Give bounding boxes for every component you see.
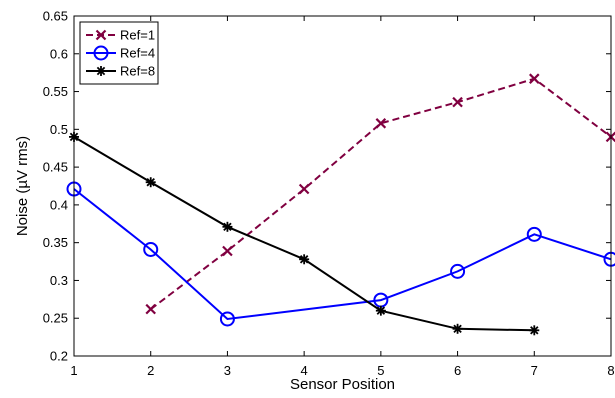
x-tick-label: 2: [147, 363, 154, 378]
x-tick-label: 4: [301, 363, 308, 378]
series-line: [73, 188, 612, 321]
data-point: [526, 226, 542, 242]
y-tick-label: 0.6: [50, 46, 68, 61]
y-tick-label: 0.5: [50, 122, 68, 137]
x-tick-label: 3: [224, 363, 231, 378]
series-ref-8: [69, 131, 540, 336]
y-tick-label: 0.35: [43, 235, 68, 250]
x-tick-label: 8: [607, 363, 614, 378]
data-point: [145, 303, 156, 315]
legend-label: Ref=8: [120, 64, 155, 79]
series-ref-1: [145, 73, 615, 315]
data-point: [95, 29, 107, 41]
x-tick-label: 5: [377, 363, 384, 378]
data-point: [145, 177, 156, 188]
data-point: [298, 183, 310, 195]
series-line: [150, 77, 612, 310]
legend-entry: Ref=8: [86, 64, 155, 79]
y-tick-label: 0.3: [50, 273, 68, 288]
data-point: [219, 311, 235, 327]
x-tick-label: 7: [531, 363, 538, 378]
y-axis-label: Noise (µV rms): [14, 136, 31, 236]
data-point: [96, 66, 106, 76]
x-axis-label: Sensor Position: [290, 376, 395, 393]
data-point: [529, 73, 540, 84]
data-point: [529, 325, 540, 336]
data-point: [93, 45, 109, 61]
x-tick-label: 1: [70, 363, 77, 378]
data-point: [375, 305, 386, 316]
legend-entry: Ref=1: [86, 28, 155, 43]
legend-label: Ref=4: [120, 46, 155, 61]
data-point: [222, 245, 233, 257]
data-point: [375, 118, 387, 129]
y-tick-label: 0.4: [50, 197, 68, 212]
y-tick-label: 0.25: [43, 311, 68, 326]
legend-label: Ref=1: [120, 28, 155, 43]
data-point: [299, 254, 310, 265]
legend-entry: Ref=4: [86, 45, 155, 61]
series-layer: [66, 73, 615, 336]
y-tick-label: 0.65: [43, 9, 68, 24]
data-point: [452, 323, 463, 334]
y-tick-label: 0.2: [50, 349, 68, 364]
ticks-layer: 1 2 3 4 5 6 7 8 0.2 0.25 0.3 0.35 0.4 0.45 0.5 0.55 0.6 0…: [43, 9, 615, 379]
data-point: [143, 241, 159, 257]
data-point: [452, 96, 463, 108]
series-ref-4: [66, 181, 615, 327]
plot-frame: [73, 15, 612, 357]
x-tick-label: 6: [454, 363, 461, 378]
data-point: [222, 221, 233, 232]
y-tick-label: 0.55: [43, 84, 68, 99]
legend: Ref=1 Ref=4 Ref=8: [79, 21, 159, 85]
y-tick-label: 0.45: [43, 160, 68, 175]
series-line: [73, 136, 535, 332]
data-point: [450, 263, 466, 279]
